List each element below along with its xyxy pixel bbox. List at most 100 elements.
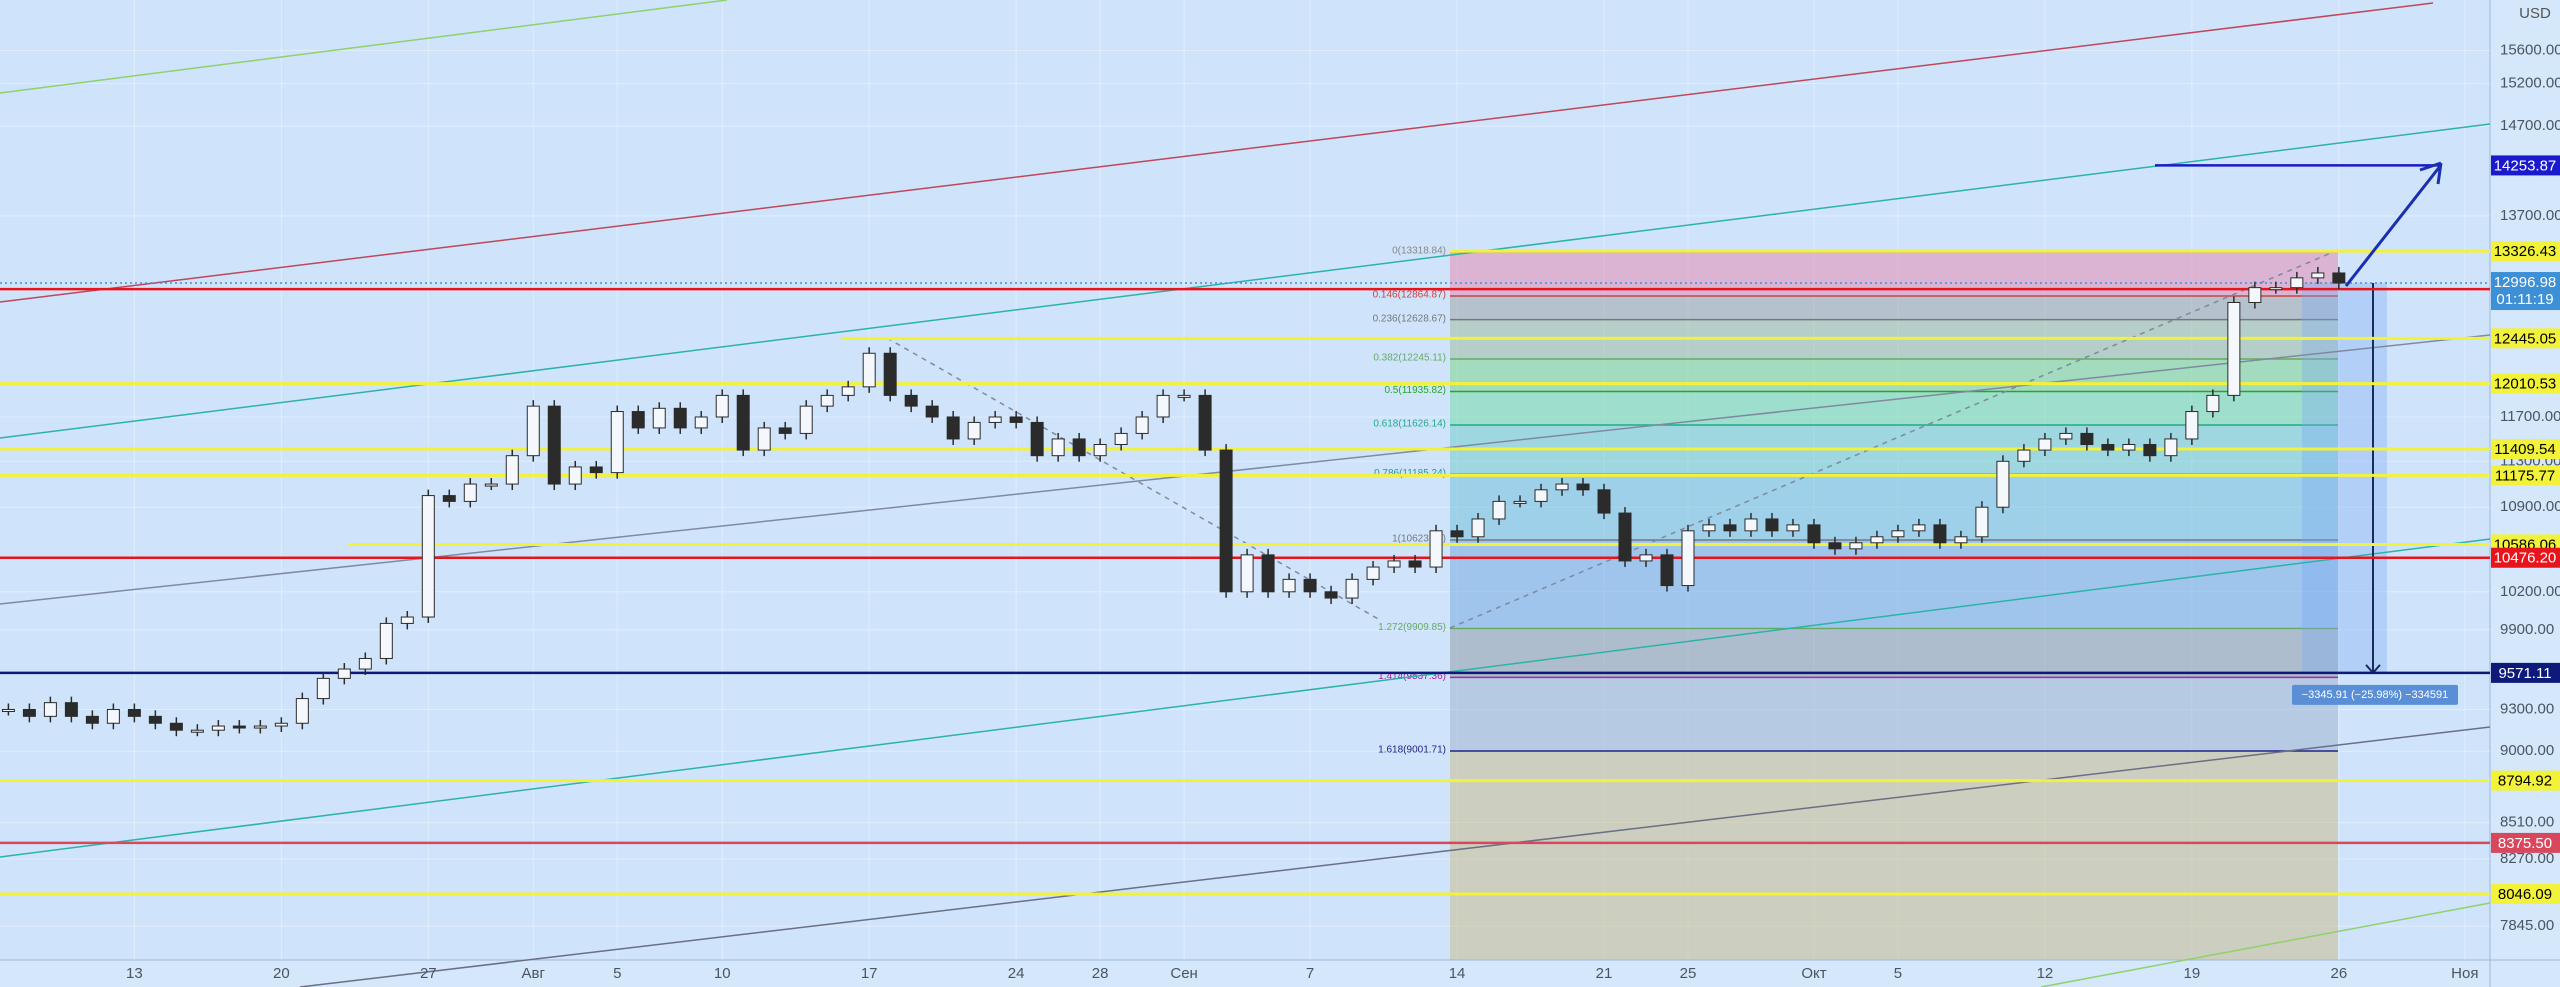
y-tick-label: 14700.00 xyxy=(2500,117,2560,134)
price-tag-label: 13326.43 xyxy=(2494,243,2557,260)
candle xyxy=(1156,394,1170,418)
x-tick-label: 27 xyxy=(420,965,437,982)
candle xyxy=(1240,554,1254,593)
y-tick-label: 9300.00 xyxy=(2500,700,2554,717)
candle xyxy=(1072,438,1086,457)
candle xyxy=(526,405,540,457)
y-tick-label: 9000.00 xyxy=(2500,742,2554,759)
x-tick-label: 17 xyxy=(861,965,878,982)
x-tick-label: 28 xyxy=(1092,965,1109,982)
x-tick-label: 20 xyxy=(273,965,290,982)
candle xyxy=(1135,416,1149,434)
fib-label: 0.382(12245.11) xyxy=(1373,353,1446,364)
y-tick-label: 13700.00 xyxy=(2500,207,2560,224)
candle xyxy=(1597,489,1611,514)
candle xyxy=(1870,536,1884,544)
candle xyxy=(736,394,750,451)
candle xyxy=(547,405,561,485)
x-tick-label: Сен xyxy=(1170,965,1197,982)
candle xyxy=(988,416,1002,423)
price-tag xyxy=(2491,832,2560,853)
candle xyxy=(610,411,624,474)
candle xyxy=(85,715,99,724)
candle xyxy=(169,722,183,731)
candle xyxy=(337,668,351,679)
candle xyxy=(2332,272,2346,284)
candle xyxy=(652,407,666,429)
candle xyxy=(2122,444,2136,451)
x-tick-label: 26 xyxy=(2330,965,2347,982)
candle xyxy=(1324,591,1338,599)
price-tag-label: 12996.98 xyxy=(2494,274,2557,291)
candle xyxy=(841,386,855,396)
currency: USD xyxy=(2519,5,2551,22)
price-tag xyxy=(2491,465,2560,486)
candle xyxy=(715,394,729,418)
candle xyxy=(379,622,393,659)
trend-line xyxy=(0,538,2491,858)
candle xyxy=(1492,500,1506,520)
candle xyxy=(1450,530,1464,538)
candle xyxy=(2269,287,2283,291)
candle xyxy=(1807,524,1821,544)
price-tag-label: 10476.20 xyxy=(2494,550,2557,567)
y-tick-label: 11700.00 xyxy=(2500,408,2560,425)
candle xyxy=(1387,560,1401,568)
price-tag-label: 12010.53 xyxy=(2494,376,2557,393)
candle xyxy=(1723,524,1737,532)
fib-label: 0(13318.84) xyxy=(1392,246,1446,257)
fib-zone xyxy=(1450,358,2338,392)
candle xyxy=(1660,554,1674,587)
candle xyxy=(316,677,330,700)
x-tick-label: 7 xyxy=(1306,965,1314,982)
candle xyxy=(1,708,15,712)
candle xyxy=(505,455,519,485)
trend-line xyxy=(1449,249,2339,629)
measure-area xyxy=(2302,283,2387,673)
candle xyxy=(1639,554,1653,562)
candle xyxy=(694,416,708,429)
price-tag-label: 11175.77 xyxy=(2495,467,2555,484)
candle xyxy=(862,352,876,388)
candle xyxy=(400,616,414,624)
trend-line xyxy=(0,0,728,94)
fib-label: 0.786(11185.24) xyxy=(1374,468,1446,479)
candle xyxy=(484,483,498,487)
candle xyxy=(925,405,939,418)
candle xyxy=(589,466,603,474)
y-tick-label: 10200.00 xyxy=(2500,583,2560,600)
arrow-head xyxy=(2419,161,2443,185)
candle xyxy=(946,416,960,440)
candle xyxy=(1996,460,2010,508)
trend-line xyxy=(2040,902,2491,987)
price-tag xyxy=(2491,155,2560,176)
x-tick-label: 13 xyxy=(126,965,143,982)
price-tag-label: 8046.09 xyxy=(2498,886,2552,903)
price-tag xyxy=(2491,547,2560,568)
candle xyxy=(631,411,645,429)
candle xyxy=(1828,542,1842,550)
candles xyxy=(1,266,2346,737)
price-tag-label: 12445.05 xyxy=(2494,330,2557,347)
candle xyxy=(295,698,309,724)
candle xyxy=(1765,518,1779,532)
fib-label: 1.618(9001.71) xyxy=(1378,745,1446,756)
candle xyxy=(1429,530,1443,568)
candle xyxy=(1954,536,1968,544)
candle xyxy=(1303,578,1317,593)
candle xyxy=(1345,578,1359,599)
candle xyxy=(799,405,813,434)
candle xyxy=(904,394,918,407)
candle xyxy=(883,352,897,396)
price-tag xyxy=(2491,328,2560,349)
candle xyxy=(253,725,267,729)
candle xyxy=(2059,432,2073,440)
candle xyxy=(190,729,204,733)
x-tick-label: 5 xyxy=(613,965,621,982)
candle xyxy=(778,427,792,434)
x-tick-label: 12 xyxy=(2037,965,2054,982)
candle xyxy=(2185,411,2199,440)
candle xyxy=(757,427,771,451)
candle xyxy=(2101,444,2115,451)
candle xyxy=(274,722,288,727)
